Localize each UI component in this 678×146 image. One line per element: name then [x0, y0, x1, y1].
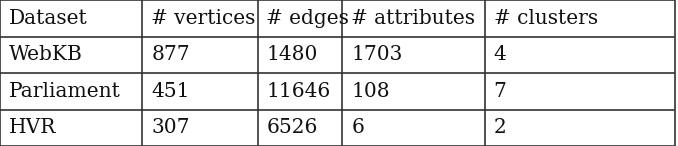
Text: 6526: 6526 [266, 118, 318, 137]
Text: # vertices: # vertices [151, 9, 256, 28]
Text: HVR: HVR [9, 118, 56, 137]
Text: 877: 877 [151, 45, 190, 64]
Text: 11646: 11646 [266, 82, 331, 101]
Text: 1480: 1480 [266, 45, 318, 64]
Text: WebKB: WebKB [9, 45, 83, 64]
Text: 307: 307 [151, 118, 190, 137]
Text: Parliament: Parliament [9, 82, 121, 101]
Text: 451: 451 [151, 82, 190, 101]
Text: # edges: # edges [266, 9, 349, 28]
Text: 4: 4 [494, 45, 506, 64]
Text: # attributes: # attributes [351, 9, 475, 28]
Text: 1703: 1703 [351, 45, 403, 64]
Text: Dataset: Dataset [9, 9, 87, 28]
Text: 6: 6 [351, 118, 364, 137]
Text: 7: 7 [494, 82, 506, 101]
Text: 2: 2 [494, 118, 506, 137]
Text: # clusters: # clusters [494, 9, 598, 28]
Text: 108: 108 [351, 82, 390, 101]
